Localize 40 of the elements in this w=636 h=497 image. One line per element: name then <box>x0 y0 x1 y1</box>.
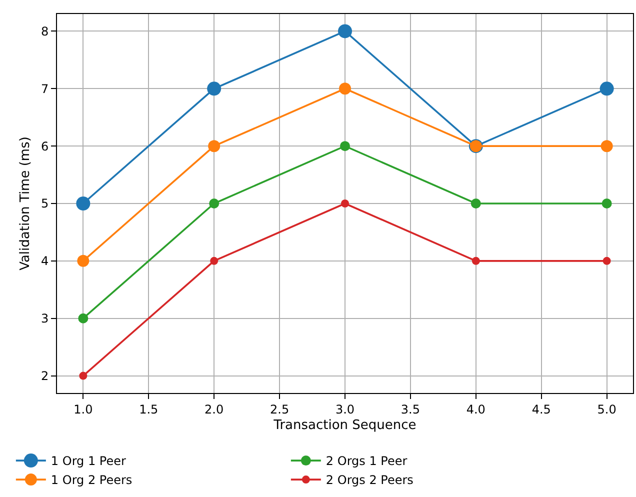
x-tick-label: 4.0 <box>466 402 486 416</box>
point <box>210 256 218 265</box>
point <box>208 140 220 152</box>
x-tick-label: 3.0 <box>335 402 355 416</box>
y-tick-label: 6 <box>40 139 49 154</box>
point <box>470 198 481 208</box>
x-tick-label: 2.0 <box>204 402 224 416</box>
y-tick-label: 7 <box>40 82 49 96</box>
x-tick-label: 1.0 <box>74 402 93 416</box>
legend-label: 1 Org 2 Peers <box>50 473 132 488</box>
legend-label: 1 Org 1 Peer <box>50 454 126 468</box>
x-tick-label: 5.0 <box>597 402 616 416</box>
point <box>78 313 88 324</box>
point <box>207 82 222 96</box>
x-tick-label: 2.5 <box>270 402 290 416</box>
y-tick-label: 4 <box>40 254 49 268</box>
y-tick-label: 5 <box>40 196 49 211</box>
point <box>76 196 90 210</box>
point <box>79 372 88 380</box>
point <box>600 140 613 152</box>
y-tick-label: 8 <box>40 24 49 38</box>
point <box>209 198 220 208</box>
x-tick-label: 1.5 <box>139 402 158 416</box>
x-tick-label: 4.5 <box>532 402 551 416</box>
point <box>341 200 349 208</box>
point <box>472 256 480 265</box>
point <box>602 198 612 208</box>
point <box>602 256 611 265</box>
x-tick-label: 3.5 <box>400 402 420 416</box>
legend-label: 2 Orgs 1 Peer <box>326 454 408 468</box>
y-axis-title: Validation Time (ms) <box>18 136 33 270</box>
legend-label: 2 Orgs 2 Peers <box>326 473 414 488</box>
point <box>339 82 351 95</box>
x-axis-title: Transaction Sequence <box>272 418 416 433</box>
y-tick-label: 2 <box>40 368 49 383</box>
point <box>340 141 350 152</box>
point <box>338 24 352 38</box>
y-tick-label: 3 <box>40 312 49 326</box>
point <box>77 254 90 267</box>
point <box>600 82 614 96</box>
